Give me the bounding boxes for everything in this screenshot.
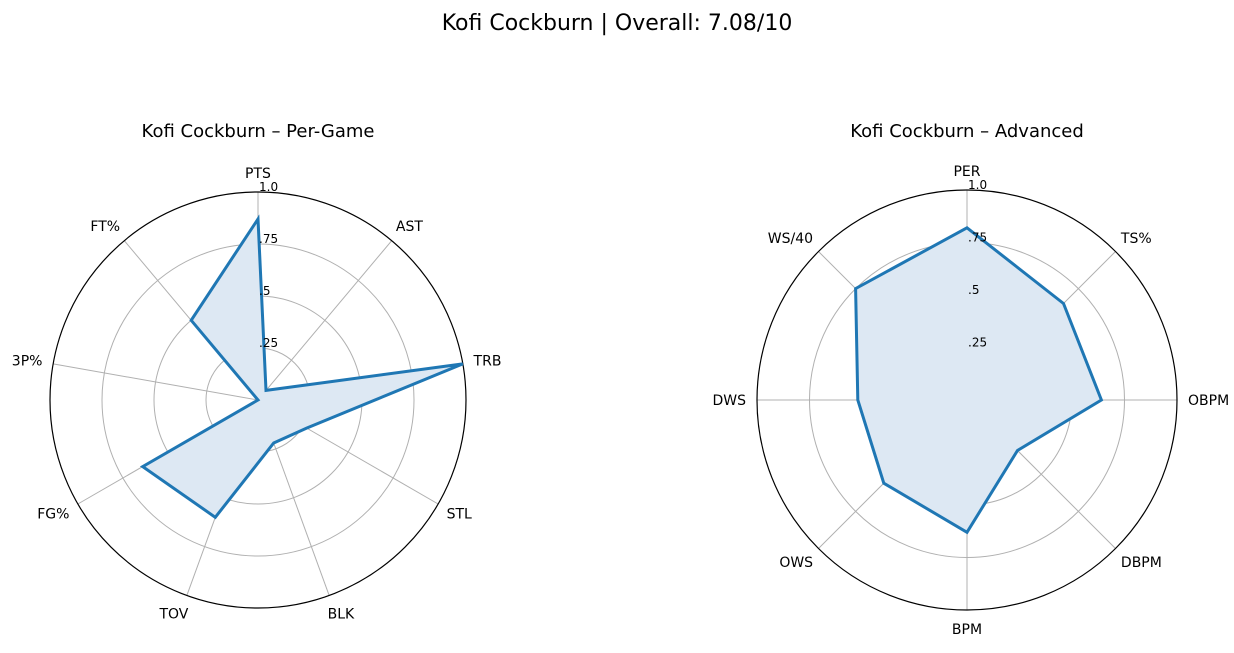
- series-fill: [142, 219, 463, 518]
- axis-label-fg-pct: FG%: [37, 507, 69, 523]
- series-fill: [855, 227, 1102, 533]
- series-line: [139, 214, 464, 520]
- axis-label-tov: TOV: [158, 606, 188, 622]
- axis-label-ows: OWS: [779, 555, 813, 571]
- chart-title: Kofi Cockburn – Per-Game: [142, 121, 375, 142]
- axis-label-stl: STL: [447, 507, 472, 523]
- axis-label-bpm: BPM: [952, 622, 982, 638]
- axis-label-per: PER: [953, 164, 980, 180]
- radial-tick-label: .75: [968, 231, 987, 245]
- axis-label-dbpm: DBPM: [1121, 555, 1162, 571]
- axis-label-ws-40: WS/40: [768, 231, 813, 247]
- axis-label-dws: DWS: [712, 393, 746, 409]
- radial-tick-label: 1.0: [968, 178, 987, 192]
- grid-spoke: [53, 363, 259, 401]
- figure-title: Kofi Cockburn | Overall: 7.08/10: [442, 11, 793, 36]
- axis-label-ts-pct: TS%: [1120, 231, 1152, 247]
- radial-tick-label: .75: [259, 232, 278, 246]
- polar-frame: [756, 189, 1178, 611]
- chart-title: Kofi Cockburn – Advanced: [850, 121, 1084, 142]
- axis-label-3p-pct: 3P%: [12, 354, 43, 370]
- radial-tick-label: 1.0: [259, 180, 278, 194]
- axis-label-trb: TRB: [473, 354, 502, 370]
- axis-label-ast: AST: [396, 219, 423, 235]
- axis-label-obpm: OBPM: [1188, 393, 1229, 409]
- radial-tick-label: .25: [968, 336, 987, 350]
- grid-spoke: [257, 240, 393, 401]
- axis-label-pts: PTS: [245, 166, 271, 182]
- axis-label-ft-pct: FT%: [90, 219, 120, 235]
- axis-label-blk: BLK: [328, 606, 355, 622]
- radial-tick-label: .5: [259, 284, 270, 298]
- polar-frame: [49, 191, 467, 609]
- radial-tick-label: .5: [968, 283, 979, 297]
- radial-tick-label: .25: [259, 336, 278, 350]
